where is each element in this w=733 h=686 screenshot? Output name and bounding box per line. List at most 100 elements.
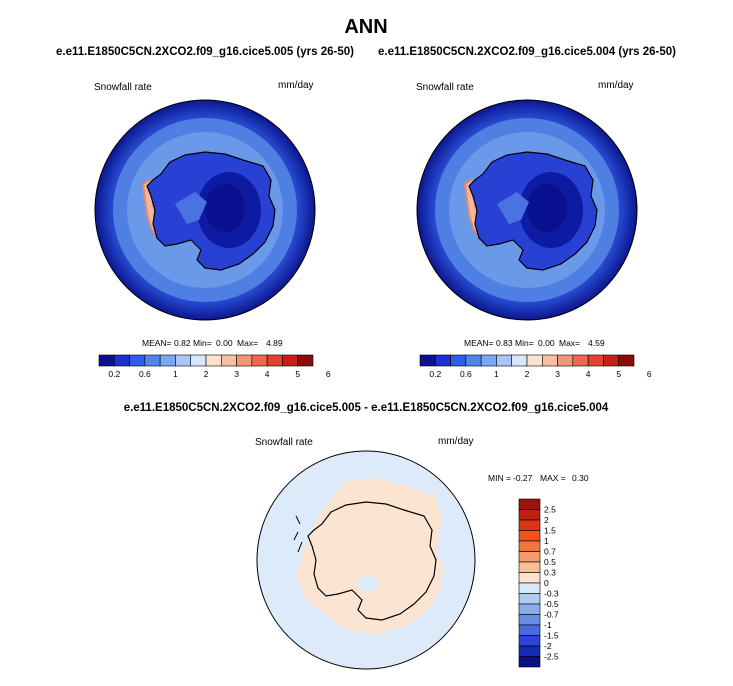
diff-max-label: MAX = [540,473,566,483]
diff-colorbar-swatch [518,582,541,594]
diff-colorbar-tick-label: 0.3 [544,568,556,578]
right-colorbar-swatch [496,354,513,367]
diff-colorbar-tick-label: -2 [544,641,552,651]
right-colorbar-swatch [434,354,451,367]
right-colorbar-tick-label: 0.6 [460,369,472,379]
right-colorbar-swatch [450,354,467,367]
diff-colorbar-swatch [518,593,541,605]
left-colorbar-tick-label: 0.2 [108,369,120,379]
diff-colorbar-tick-label: -1 [544,620,552,630]
left-colorbar-swatch [266,354,283,367]
right-colorbar-swatch [511,354,528,367]
diff-colorbar-tick-label: -1.5 [544,631,559,641]
left-colorbar-swatch [159,354,176,367]
left-min-label: Min= [193,338,212,348]
diff-colorbar-swatch [518,498,541,510]
right-panel: e.e11.E1850C5CN.2XCO2.f09_g16.cice5.004 … [378,46,676,379]
right-colorbar-swatch [465,354,482,367]
diff-variable-label: Snowfall rate [255,437,313,448]
left-colorbar-swatch [205,354,222,367]
left-colorbar-swatch [282,354,299,367]
right-mean-value: 0.83 [496,338,513,348]
right-colorbar: 0.2 0.6 1 2 3 4 5 6 [419,354,652,379]
diff-case-title: e.e11.E1850C5CN.2XCO2.f09_g16.cice5.005 … [124,402,609,414]
left-colorbar: 0.2 0.6 1 2 3 4 5 6 [98,354,331,379]
diff-antarctica-outline [307,501,437,621]
left-units-label: mm/day [278,80,314,91]
main-title: ANN [344,16,387,38]
left-colorbar-swatch [98,354,115,367]
diff-colorbar-tick-label: 2.5 [544,505,556,515]
diff-colorbar-tick-label: 1 [544,536,549,546]
diff-min-label: MIN = [488,473,511,483]
diff-colorbar-swatch [518,561,541,573]
right-units-label: mm/day [598,80,634,91]
diff-colorbar-swatch [518,603,541,615]
right-colorbar-tick-label: 3 [555,369,560,379]
diff-colorbar-tick-label: -2.5 [544,652,559,662]
left-colorbar-tick-label: 0.6 [139,369,151,379]
left-colorbar-swatch [220,354,237,367]
right-colorbar-swatch [526,354,543,367]
right-colorbar-tick-label: 4 [586,369,591,379]
diff-colorbar-tick-label: 0.7 [544,547,556,557]
diff-colorbar-tick-label: -0.3 [544,589,559,599]
left-colorbar-swatch [113,354,130,367]
diff-colorbar-tick-label: 1.5 [544,526,556,536]
left-colorbar-swatch [236,354,253,367]
diff-colorbar-swatch [518,614,541,626]
diff-colorbar-tick-label: -0.7 [544,610,559,620]
diff-colorbar-swatch [518,572,541,584]
right-colorbar-swatch [618,354,635,367]
left-colorbar-swatch [175,354,192,367]
left-colorbar-tick-label: 2 [204,369,209,379]
right-colorbar-swatch [480,354,497,367]
left-colorbar-swatch [251,354,268,367]
right-colorbar-tick-label: 5 [616,369,621,379]
right-colorbar-swatch [557,354,574,367]
right-colorbar-swatch [541,354,558,367]
diff-panel: e.e11.E1850C5CN.2XCO2.f09_g16.cice5.005 … [124,402,609,670]
right-colorbar-tick-label: 1 [494,369,499,379]
diff-colorbar-swatch [518,656,541,668]
diff-max-value: 0.30 [572,473,589,483]
left-colorbar-tick-label: 5 [295,369,300,379]
left-mean-label: MEAN= [142,338,172,348]
diff-colorbar-tick-label: -0.5 [544,599,559,609]
left-panel: e.e11.E1850C5CN.2XCO2.f09_g16.cice5.005 … [56,46,354,379]
left-colorbar-swatch [144,354,161,367]
left-max-label: Max= [237,338,258,348]
diff-min-value: -0.27 [513,473,533,483]
left-map [95,100,315,320]
left-mean-value: 0.82 [174,338,191,348]
right-mean-label: MEAN= [464,338,494,348]
diff-colorbar-tick-label: 0 [544,578,549,588]
right-colorbar-swatch [572,354,589,367]
diff-colorbar-swatch [518,519,541,531]
right-max-value: 4.59 [588,338,605,348]
left-colorbar-swatch [297,354,314,367]
left-colorbar-swatch [190,354,207,367]
left-max-value: 4.89 [266,338,283,348]
diff-colorbar-swatch [518,551,541,563]
diff-colorbar-swatch [518,645,541,657]
right-min-value: 0.00 [538,338,555,348]
right-colorbar-swatch [603,354,620,367]
diff-map [257,451,475,669]
right-colorbar-tick-label: 2 [525,369,530,379]
right-colorbar-swatch [587,354,604,367]
diff-colorbar-swatch [518,540,541,552]
right-map [417,100,637,320]
right-colorbar-swatch [419,354,436,367]
left-variable-label: Snowfall rate [94,82,152,93]
left-case-title: e.e11.E1850C5CN.2XCO2.f09_g16.cice5.005 … [56,46,354,58]
right-case-title: e.e11.E1850C5CN.2XCO2.f09_g16.cice5.004 … [378,46,676,58]
right-colorbar-tick-label: 6 [647,369,652,379]
left-colorbar-tick-label: 3 [234,369,239,379]
diff-colorbar-tick-label: 2 [544,515,549,525]
diff-colorbar-swatch [518,624,541,636]
diff-colorbar: 2.521.510.70.50.30-0.3-0.5-0.7-1-1.5-2-2… [518,498,559,668]
left-colorbar-tick-label: 4 [265,369,270,379]
diff-units-label: mm/day [438,436,474,447]
